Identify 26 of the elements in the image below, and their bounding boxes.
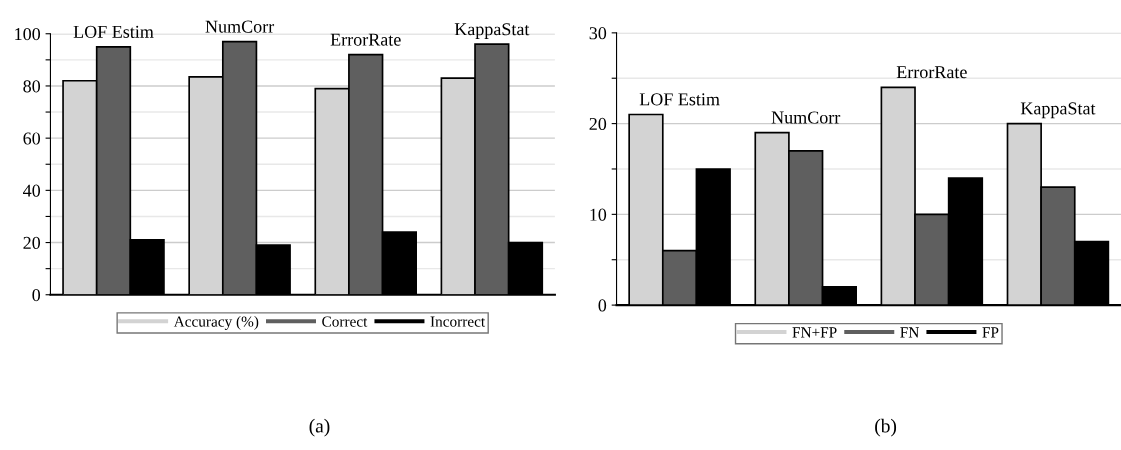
y-tick-label: 0 <box>598 299 607 312</box>
legend-label: FP <box>982 327 999 338</box>
text: (a) <box>309 418 330 437</box>
y-tick-label: 30 <box>589 27 607 40</box>
x-tick-label: LOF Estim <box>73 25 154 38</box>
y-tick-label: 100 <box>15 28 41 41</box>
x-tick-label: KappaStat <box>454 23 530 39</box>
x-tick-label: ErrorRate <box>330 33 401 46</box>
x-tick-label: NumCorr <box>205 20 275 33</box>
x-tick-label: NumCorr <box>771 111 841 124</box>
legend-label: FN+FP <box>792 327 837 338</box>
x-tick-label: ErrorRate <box>896 66 967 79</box>
y-tick-label: 20 <box>589 117 607 131</box>
x-tick-label: KappaStat <box>1020 102 1096 119</box>
legend-label: Accuracy (%) <box>173 315 259 330</box>
y-tick-label: 80 <box>23 80 41 93</box>
text: (b) <box>875 418 897 437</box>
y-tick-label: 40 <box>23 184 41 197</box>
legend-label: Correct <box>322 316 368 327</box>
y-tick-label: 10 <box>590 208 607 221</box>
legend-label: FN <box>900 327 919 338</box>
legend-label: Incorrect <box>430 316 486 327</box>
y-tick-label: 60 <box>23 132 41 145</box>
y-tick-label: 20 <box>23 236 41 249</box>
y-tick-label: 0 <box>32 289 41 302</box>
x-tick-label: LOF Estim <box>639 93 720 106</box>
